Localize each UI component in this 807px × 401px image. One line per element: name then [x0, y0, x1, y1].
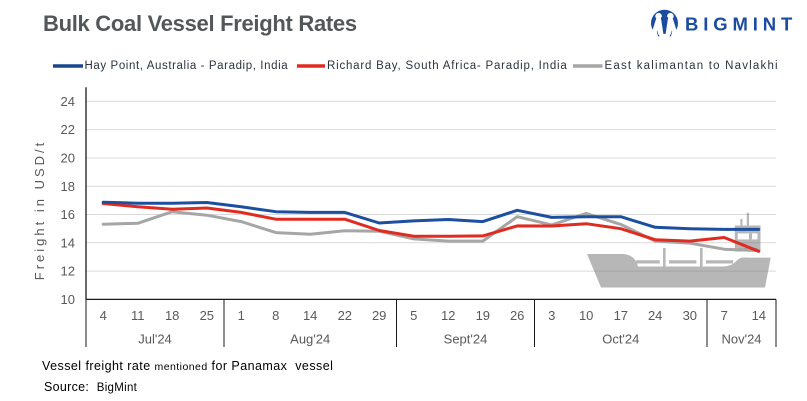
svg-text:11: 11: [131, 308, 145, 323]
svg-text:Hay Point, Australia - Paradip: Hay Point, Australia - Paradip, India: [85, 60, 289, 72]
svg-text:Nov'24: Nov'24: [721, 332, 761, 347]
svg-text:5: 5: [410, 308, 417, 323]
svg-text:18: 18: [61, 179, 75, 194]
svg-text:Sept'24: Sept'24: [444, 332, 488, 347]
svg-text:14: 14: [303, 308, 317, 323]
svg-text:7: 7: [721, 308, 728, 323]
svg-text:Oct'24: Oct'24: [602, 332, 639, 347]
svg-text:26: 26: [510, 308, 524, 323]
svg-text:10: 10: [579, 308, 593, 323]
svg-text:4: 4: [100, 308, 107, 323]
svg-text:18: 18: [165, 308, 179, 323]
svg-text:BIGMINT: BIGMINT: [685, 14, 797, 35]
svg-text:Jul'24: Jul'24: [138, 332, 172, 347]
svg-text:20: 20: [61, 151, 75, 166]
svg-text:22: 22: [338, 308, 352, 323]
svg-text:30: 30: [683, 308, 697, 323]
svg-text:12: 12: [61, 264, 75, 279]
svg-text:22: 22: [61, 122, 75, 137]
svg-text:24: 24: [61, 94, 75, 109]
svg-text:14: 14: [61, 235, 75, 250]
svg-text:8: 8: [272, 308, 279, 323]
svg-text:East kalimantan to Navlakhi: East kalimantan to Navlakhi: [605, 60, 779, 72]
svg-text:Richard Bay, South Africa- Par: Richard Bay, South Africa- Paradip, Indi…: [327, 60, 568, 72]
svg-text:1: 1: [238, 308, 245, 323]
svg-text:3: 3: [548, 308, 555, 323]
svg-text:16: 16: [61, 207, 75, 222]
svg-text:19: 19: [476, 308, 490, 323]
svg-text:Freight in USD/t: Freight in USD/t: [32, 140, 47, 280]
svg-text:17: 17: [614, 308, 628, 323]
svg-text:24: 24: [648, 308, 662, 323]
svg-text:Aug'24: Aug'24: [290, 332, 330, 347]
svg-text:12: 12: [441, 308, 455, 323]
svg-text:14: 14: [752, 308, 766, 323]
svg-text:29: 29: [372, 308, 386, 323]
svg-text:10: 10: [61, 292, 75, 307]
svg-text:25: 25: [200, 308, 214, 323]
